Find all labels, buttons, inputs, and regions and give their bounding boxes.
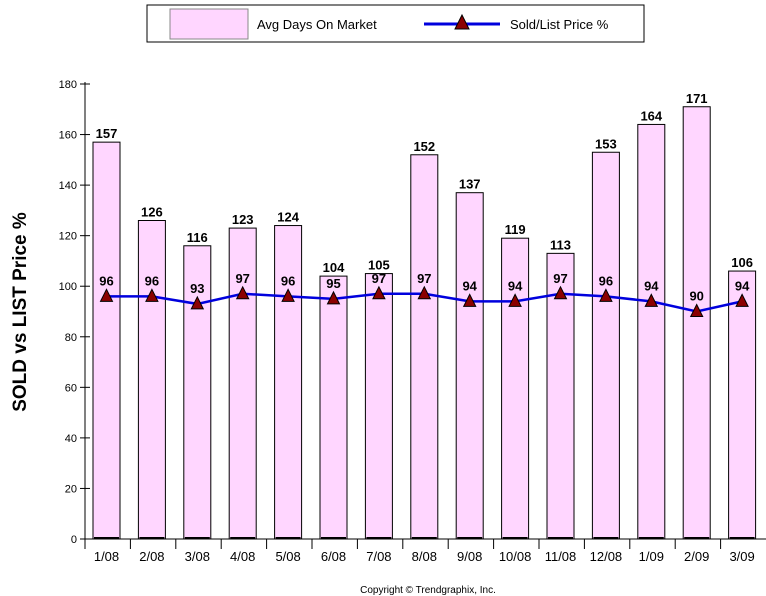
y-tick-label-100: 100 <box>59 281 77 293</box>
y-tick-label-40: 40 <box>65 433 77 445</box>
y-tick-label-20: 20 <box>65 483 77 495</box>
bar-value-12/08: 153 <box>595 136 617 151</box>
x-tick-label-7/08: 7/08 <box>366 549 391 564</box>
line-marker-1/09 <box>644 293 659 307</box>
line-value-7/08: 97 <box>372 271 386 286</box>
x-tick-label-1/08: 1/08 <box>94 549 119 564</box>
x-tick-label-10/08: 10/08 <box>499 549 532 564</box>
bar-value-1/08: 157 <box>96 126 118 141</box>
line-marker-1/08 <box>99 288 114 302</box>
line-value-9/08: 94 <box>462 278 477 293</box>
bar-5/08 <box>274 225 303 540</box>
bar-value-5/08: 124 <box>277 210 299 225</box>
legend-marker-icon <box>454 13 470 30</box>
bar-value-10/08: 119 <box>505 222 526 237</box>
y-axis-title: SOLD vs LIST Price % <box>10 212 31 412</box>
y-tick-label-60: 60 <box>65 382 77 394</box>
line-marker-4/08 <box>235 285 250 300</box>
line-marker-11/08 <box>553 285 568 300</box>
x-tick-label-5/08: 5/08 <box>275 549 300 564</box>
line-value-4/08: 97 <box>235 271 249 286</box>
x-tick-label-12/08: 12/08 <box>590 549 623 564</box>
x-tick-label-2/08: 2/08 <box>139 549 164 564</box>
line-value-5/08: 96 <box>281 273 295 288</box>
line-marker-12/08 <box>599 288 613 302</box>
line-value-3/08: 93 <box>190 281 204 296</box>
bar-2/09 <box>682 106 711 540</box>
line-value-1/09: 94 <box>644 278 659 293</box>
bar-1/09 <box>637 123 666 540</box>
line-marker-2/09 <box>689 303 704 317</box>
line-value-12/08: 96 <box>599 273 613 288</box>
line-marker-9/08 <box>462 293 477 307</box>
line-marker-7/08 <box>372 285 386 300</box>
x-tick-label-2/09: 2/09 <box>684 549 709 564</box>
x-tick-label-9/08: 9/08 <box>457 549 482 564</box>
labels-layer: 96 96 93 97 96 95 97 97 94 94 97 96 94 90 94 157 126 116 1… <box>96 91 753 304</box>
line-value-1/08: 96 <box>99 273 113 288</box>
bar-value-4/08: 123 <box>232 212 254 227</box>
y-tick-label-160: 160 <box>59 130 77 142</box>
bar-1/08 <box>92 141 121 540</box>
line-value-8/08: 97 <box>417 271 431 286</box>
x-tick-label-4/08: 4/08 <box>230 549 255 564</box>
line-value-2/08: 96 <box>145 273 159 288</box>
line-value-2/09: 90 <box>689 289 703 304</box>
line-marker-3/08 <box>190 295 205 310</box>
line-marker-8/08 <box>417 285 432 300</box>
bar-8/08 <box>410 154 439 540</box>
bar-value-8/08: 152 <box>413 139 435 154</box>
bar-value-2/09: 171 <box>686 91 708 106</box>
line-marker-2/08 <box>145 288 159 302</box>
bar-2/08 <box>137 220 166 540</box>
y-tick-label-120: 120 <box>59 231 77 243</box>
legend: Avg Days On Market Sold/List Price % <box>146 4 645 43</box>
y-tick-label-140: 140 <box>59 180 77 192</box>
line-value-3/09: 94 <box>735 278 750 293</box>
legend-label-bars: Avg Days On Market <box>257 17 377 32</box>
bar-7/08 <box>364 273 393 540</box>
x-tick-label-8/08: 8/08 <box>412 549 437 564</box>
bar-value-6/08: 104 <box>323 260 345 275</box>
y-tick-label-80: 80 <box>65 332 77 344</box>
bar-12/08 <box>591 151 620 540</box>
x-tick-label-3/09: 3/09 <box>729 549 754 564</box>
bar-9/08 <box>455 192 484 540</box>
line-marker-3/09 <box>735 293 749 307</box>
bar-3/09 <box>728 270 757 540</box>
line-marker-6/08 <box>326 290 341 305</box>
line-value-6/08: 95 <box>326 276 340 291</box>
bar-4/08 <box>228 227 257 540</box>
bar-value-9/08: 137 <box>459 177 481 192</box>
x-tick-label-1/09: 1/09 <box>639 549 664 564</box>
bar-value-3/08: 116 <box>187 230 208 245</box>
copyright-footnote: Copyright © Trendgraphix, Inc. <box>360 585 496 596</box>
line-marker-10/08 <box>508 293 522 307</box>
bar-value-7/08: 105 <box>368 258 390 273</box>
axes-layer: 0 20 40 60 80 100 120 140 160 180 1/08 2/08 3/08 4/08… <box>59 79 766 564</box>
bar-value-11/08: 113 <box>550 237 571 252</box>
bar-value-3/09: 106 <box>731 255 753 270</box>
legend-label-line: Sold/List Price % <box>510 17 609 32</box>
line-value-10/08: 94 <box>508 278 523 293</box>
bar-6/08 <box>319 275 348 540</box>
y-tick-label-0: 0 <box>71 534 77 546</box>
line-value-11/08: 97 <box>553 271 567 286</box>
legend-swatch-bars <box>169 8 249 40</box>
line-marker-5/08 <box>281 288 295 302</box>
x-tick-label-11/08: 11/08 <box>545 549 577 564</box>
line-layer <box>99 285 749 317</box>
bar-value-1/09: 164 <box>640 108 662 123</box>
bars-layer <box>92 106 757 540</box>
y-tick-label-180: 180 <box>59 79 77 91</box>
bar-value-2/08: 126 <box>141 205 163 220</box>
x-tick-label-6/08: 6/08 <box>321 549 346 564</box>
x-tick-label-3/08: 3/08 <box>185 549 210 564</box>
